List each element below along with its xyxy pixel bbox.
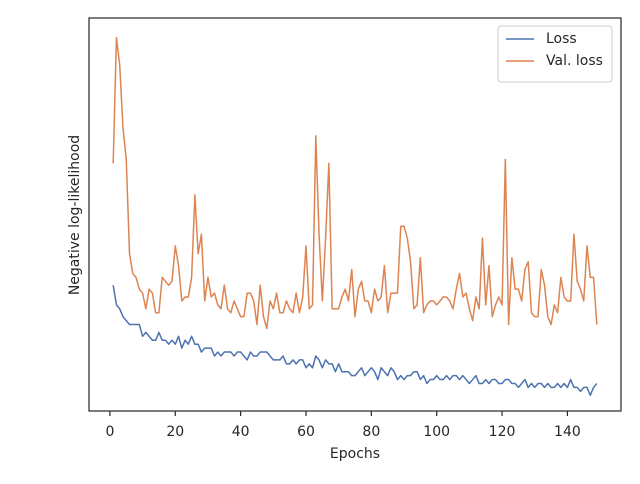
legend-label: Loss — [546, 31, 577, 47]
x-tick-label: 80 — [362, 424, 380, 440]
legend-label: Val. loss — [546, 53, 603, 69]
y-axis-label: Negative log-likelihood — [67, 135, 83, 295]
x-tick-label: 120 — [489, 424, 516, 440]
plot-frame — [88, 17, 622, 412]
x-tick-label: 20 — [166, 424, 184, 440]
x-tick-label: 0 — [105, 424, 114, 440]
x-tick-label: 100 — [423, 424, 450, 440]
x-tick-label: 40 — [232, 424, 250, 440]
legend-box — [497, 25, 613, 83]
x-tick-label: 140 — [554, 424, 581, 440]
x-tick-label: 60 — [297, 424, 315, 440]
series-line — [112, 36, 598, 330]
x-axis-label: Epochs — [330, 446, 380, 462]
series-line — [112, 285, 598, 397]
